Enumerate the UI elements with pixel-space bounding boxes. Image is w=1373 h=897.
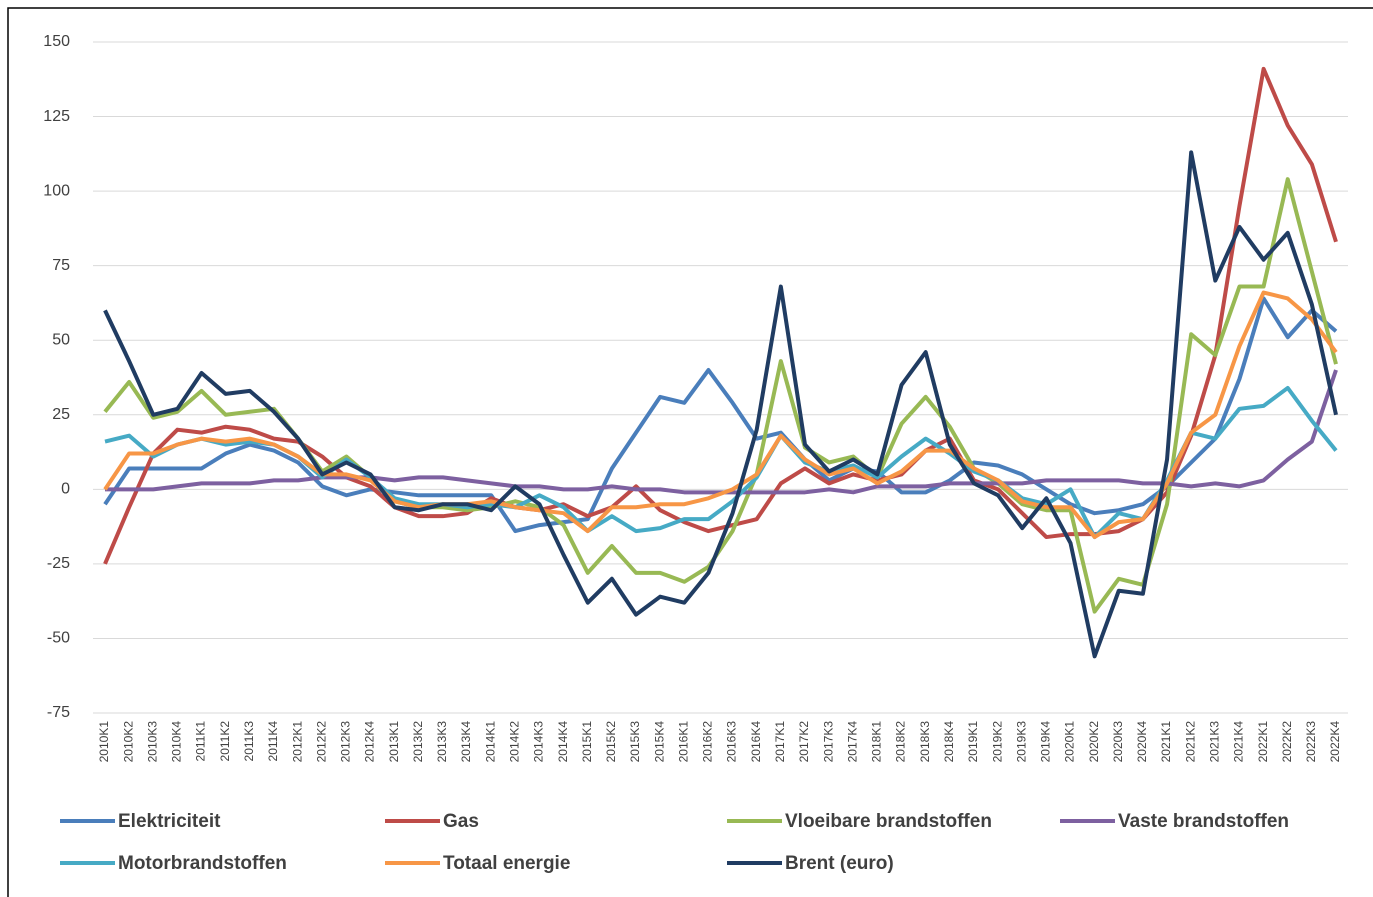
x-tick-label: 2015K4	[652, 721, 666, 763]
x-tick-label: 2014K1	[483, 721, 497, 763]
x-tick-label: 2015K3	[628, 721, 642, 763]
x-tick-label: 2020K3	[1111, 721, 1125, 763]
x-tick-label: 2022K2	[1280, 721, 1294, 763]
x-tick-label: 2020K4	[1135, 721, 1149, 763]
legend-label: Motorbrandstoffen	[118, 853, 287, 874]
x-tick-label: 2010K1	[97, 721, 111, 763]
x-tick-label: 2017K1	[773, 721, 787, 763]
y-tick-label: 50	[52, 331, 70, 348]
y-tick-label: 125	[43, 108, 70, 125]
legend-label: Totaal energie	[443, 853, 570, 874]
x-tick-label: 2019K4	[1039, 721, 1053, 763]
x-tick-label: 2010K4	[170, 721, 184, 763]
x-tick-label: 2018K2	[894, 721, 908, 763]
x-tick-label: 2013K1	[387, 721, 401, 763]
x-tick-label: 2018K4	[942, 721, 956, 763]
x-tick-label: 2014K4	[556, 721, 570, 763]
x-tick-label: 2011K4	[266, 721, 280, 762]
x-tick-label: 2012K3	[339, 721, 353, 763]
legend-label: Brent (euro)	[785, 853, 894, 874]
x-tick-label: 2019K2	[990, 721, 1004, 763]
x-tick-label: 2018K3	[918, 721, 932, 763]
x-tick-label: 2018K1	[870, 721, 884, 763]
x-tick-label: 2020K2	[1087, 721, 1101, 763]
x-tick-label: 2016K3	[725, 721, 739, 763]
y-tick-label: 0	[61, 481, 70, 498]
x-tick-label: 2017K2	[797, 721, 811, 763]
x-tick-label: 2011K1	[194, 721, 208, 762]
x-tick-label: 2014K2	[508, 721, 522, 763]
y-tick-label: -75	[47, 704, 70, 721]
x-tick-label: 2012K4	[363, 721, 377, 763]
y-tick-label: 150	[43, 33, 70, 50]
legend-label: Gas	[443, 811, 479, 832]
series-line	[103, 296, 1338, 534]
x-tick-label: 2016K1	[676, 721, 690, 763]
x-tick-label: 2013K4	[459, 721, 473, 763]
y-tick-label: 25	[52, 406, 70, 423]
x-tick-label: 2022K1	[1256, 721, 1270, 763]
x-tick-label: 2021K1	[1159, 721, 1173, 763]
x-tick-label: 2021K4	[1232, 721, 1246, 763]
x-tick-label: 2022K4	[1328, 721, 1342, 763]
x-tick-label: 2013K2	[411, 721, 425, 763]
x-tick-label: 2021K2	[1183, 721, 1197, 763]
x-tick-label: 2014K3	[532, 721, 546, 763]
series-line	[103, 290, 1338, 540]
y-tick-label: 100	[43, 182, 70, 199]
x-tick-label: 2021K3	[1207, 721, 1221, 763]
series-line	[103, 66, 1338, 565]
x-tick-label: 2015K1	[580, 721, 594, 763]
y-tick-label: 75	[52, 257, 70, 274]
x-tick-label: 2011K3	[242, 721, 256, 762]
series-line	[104, 385, 1338, 540]
frame	[7, 7, 1373, 897]
x-tick-label: 2011K2	[218, 721, 232, 762]
y-tick-label: -50	[47, 630, 70, 647]
legend-label: Vaste brandstoffen	[1118, 811, 1289, 832]
x-tick-label: 2010K2	[121, 721, 135, 763]
legend-label: Vloeibare brandstoffen	[785, 811, 992, 832]
series-line	[103, 150, 1338, 659]
x-tick-label: 2016K4	[749, 721, 763, 763]
x-tick-label: 2012K1	[290, 721, 304, 763]
x-tick-label: 2010K3	[145, 721, 159, 763]
legend-label: Elektriciteit	[118, 811, 221, 832]
x-tick-label: 2019K3	[1014, 721, 1028, 763]
x-tick-label: 2017K3	[821, 721, 835, 763]
x-tick-label: 2013K3	[435, 721, 449, 763]
x-tick-label: 2019K1	[966, 721, 980, 763]
y-tick-label: -25	[47, 555, 70, 572]
x-tick-label: 2012K2	[314, 721, 328, 763]
x-tick-label: 2016K2	[701, 721, 715, 763]
x-tick-label: 2022K3	[1304, 721, 1318, 763]
x-tick-label: 2020K1	[1063, 721, 1077, 763]
x-tick-label: 2017K4	[845, 721, 859, 763]
x-tick-label: 2015K2	[604, 721, 618, 763]
